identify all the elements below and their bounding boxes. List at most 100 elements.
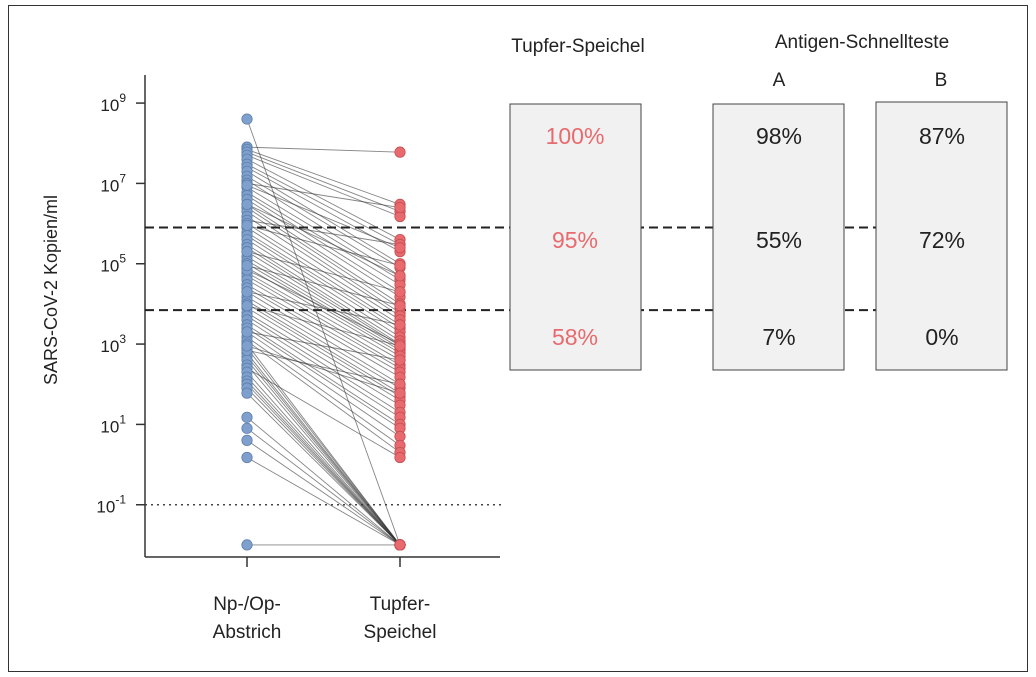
pair-line-50 [246, 340, 401, 453]
point-nasal-65 [241, 422, 253, 434]
pair-line-47 [246, 327, 401, 429]
point-nasal-75 [241, 179, 253, 191]
y-ticks: 109 107 105 103 101 10-1 [96, 91, 145, 517]
pair-line-77 [246, 265, 401, 307]
pair-line-30 [246, 260, 401, 351]
pair-line-25 [246, 239, 401, 338]
pair-line-4 [246, 154, 401, 217]
point-nasal-70 [241, 246, 253, 258]
pair-line-58 [246, 371, 401, 546]
point-nasal-66 [241, 434, 253, 446]
pair-line-9 [246, 175, 401, 269]
pair-line-71 [246, 291, 401, 326]
pair-line-43 [246, 312, 401, 406]
point-nasal-64 [241, 411, 253, 423]
pair-line-48 [246, 331, 401, 437]
point-saliva-75 [394, 242, 406, 254]
point-saliva-72 [394, 354, 406, 366]
saliva-box [509, 103, 642, 371]
point-saliva-57 [394, 451, 406, 464]
point-saliva-76 [394, 259, 406, 272]
point-saliva-79 [394, 387, 406, 399]
pair-line-76 [246, 224, 401, 267]
pair-line-69 [246, 204, 401, 277]
test-b-pct-high: 87% [919, 123, 965, 149]
pair-line-79 [246, 345, 401, 394]
pair-line-45 [246, 319, 401, 418]
pair-line-8 [246, 170, 401, 265]
x-label-nasal-line2: Abstrich [213, 622, 282, 643]
pair-line-16 [246, 204, 401, 305]
pair-line-11 [246, 182, 401, 209]
y-tick-label-1: 107 [100, 171, 126, 195]
point-nasal-79 [241, 340, 253, 352]
pair-line-1 [246, 146, 401, 153]
pair-line-41 [246, 303, 401, 397]
pair-line-56 [246, 364, 401, 546]
point-nasal-69 [241, 198, 253, 211]
point-saliva-77 [394, 300, 406, 312]
point-nasal-78 [241, 300, 253, 312]
point-nasal-68 [241, 539, 253, 551]
test-a-pct-high: 98% [756, 123, 802, 149]
pair-line-74 [246, 349, 401, 385]
pair-line-38 [246, 291, 401, 385]
point-saliva-69 [394, 270, 406, 282]
reference-lines [145, 226, 1007, 506]
point-nasal-77 [241, 259, 253, 272]
pair-line-33 [246, 272, 401, 361]
pair-line-44 [246, 315, 401, 413]
column-b-label: B [935, 70, 948, 91]
pair-line-18 [246, 211, 401, 314]
pair-line-49 [246, 336, 401, 446]
test-a-pct-low: 7% [762, 324, 795, 350]
pair-line-2 [246, 149, 401, 205]
saliva-pct-mid: 95% [552, 227, 598, 253]
x-label-nasal-line1: Np-/Op- [213, 594, 281, 615]
pair-line-70 [246, 251, 401, 293]
point-nasal-72 [241, 326, 253, 338]
column-a-label: A [773, 70, 786, 91]
pair-line-35 [246, 279, 401, 369]
pair-line-20 [246, 219, 401, 246]
pair-line-57 [246, 367, 401, 458]
pair-line-67 [246, 457, 401, 546]
pair-lines [246, 118, 401, 546]
pair-line-5 [246, 158, 401, 240]
data-points [241, 113, 406, 551]
pair-line-0 [246, 118, 401, 546]
pair-line-64 [246, 416, 401, 546]
saliva-pct-low: 58% [552, 324, 598, 350]
pair-line-66 [246, 440, 401, 546]
point-saliva-68 [394, 539, 406, 551]
pair-line-63 [246, 392, 401, 546]
pair-line-6 [246, 163, 401, 245]
pair-line-14 [246, 195, 401, 293]
y-tick-label-3: 103 [100, 332, 126, 356]
test-a-pct-mid: 55% [756, 227, 802, 253]
point-nasal-63 [241, 387, 253, 399]
x-label-saliva-line2: Speichel [364, 622, 437, 643]
antigen-panel-title: Antigen-Schnellteste [775, 32, 949, 53]
pair-line-61 [246, 383, 401, 546]
pair-line-26 [246, 244, 401, 342]
test-a-box [712, 103, 845, 371]
pair-line-73 [246, 269, 401, 345]
x-label-saliva-line1: Tupfer- [370, 594, 431, 615]
point-saliva-11 [394, 201, 406, 214]
pair-line-62 [246, 387, 401, 546]
pair-line-78 [246, 305, 401, 347]
test-b-pct-mid: 72% [919, 227, 965, 253]
pair-line-10 [246, 179, 401, 277]
pair-line-28 [246, 251, 401, 347]
y-tick-label-0: 109 [100, 91, 126, 115]
test-b-box [875, 101, 1008, 371]
point-saliva-71 [394, 319, 406, 331]
y-tick-label-2: 105 [100, 252, 126, 276]
pair-line-65 [246, 427, 401, 546]
pair-line-13 [246, 191, 401, 286]
pair-line-22 [246, 227, 401, 326]
point-saliva-1 [394, 146, 406, 158]
pair-line-36 [246, 284, 401, 373]
